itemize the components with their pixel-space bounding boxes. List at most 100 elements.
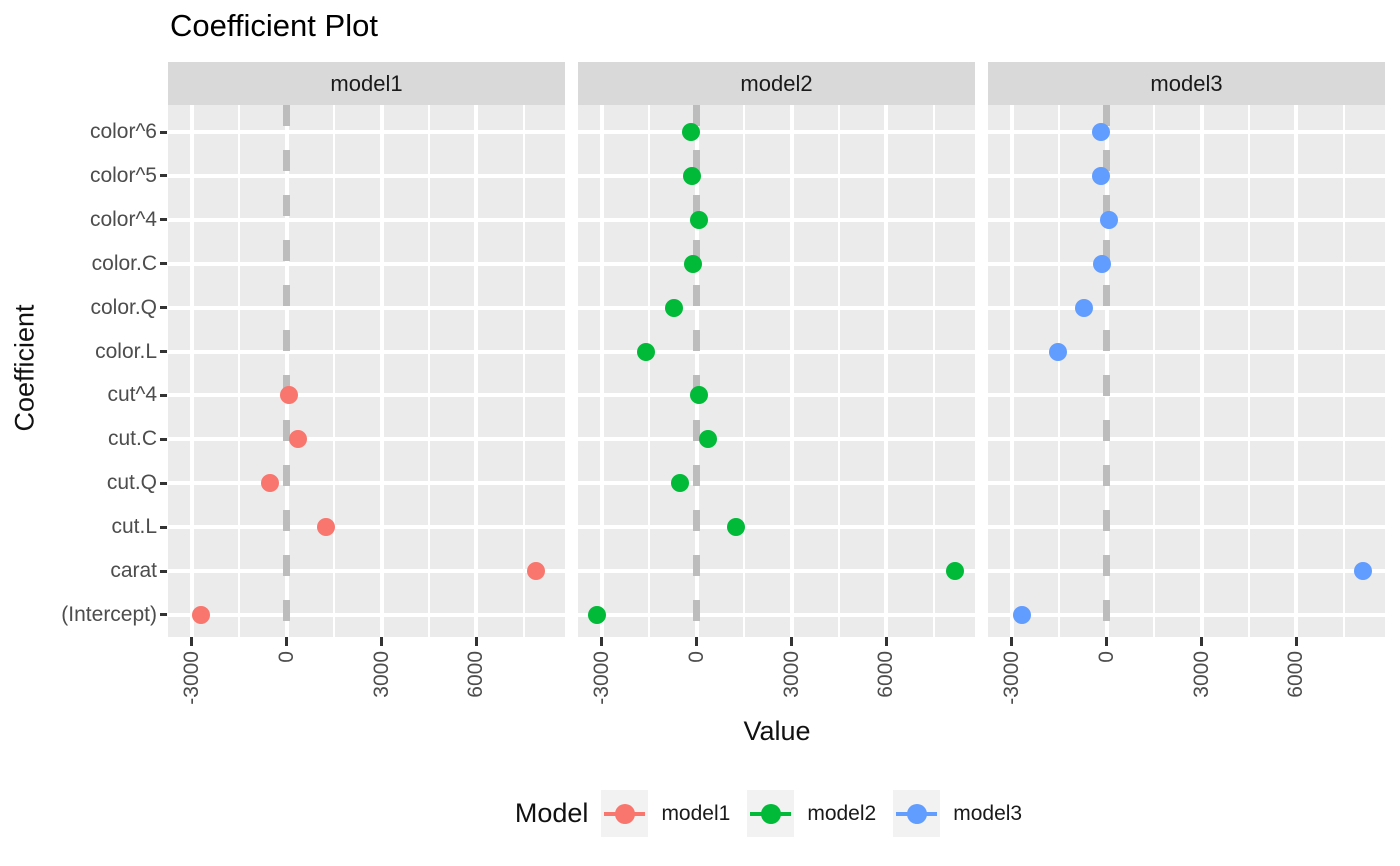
data-point [945,562,964,580]
data-point [192,605,211,624]
x-tick-label: -3000 [179,651,203,705]
gridline-minor-v [427,105,430,637]
legend-key [601,790,649,837]
gridline-major-v [599,105,604,637]
gridline-major-h [168,481,565,486]
legend-point-icon [906,803,927,824]
gridline-major-h [578,437,975,442]
gridline-major-h [168,217,565,222]
x-tick [600,637,604,646]
gridline-major-h [168,569,565,573]
x-tick [380,637,384,646]
zero-reference-line [1103,105,1111,637]
y-tick [160,130,167,134]
y-tick [160,350,167,353]
data-point [1012,605,1031,624]
x-tick-label: -3000 [999,651,1023,705]
x-tick [1200,637,1204,646]
data-point [316,518,335,537]
x-tick [1105,637,1109,646]
x-axis-title: Value [743,716,811,746]
facet-panel [988,105,1385,637]
gridline-major-h [988,437,1385,442]
x-tick [1010,637,1014,646]
gridline-major-h [578,612,975,617]
data-point [698,430,717,449]
gridline-major-h [168,349,565,354]
facet-strip: model2 [578,62,975,105]
gridline-major-h [168,612,565,617]
y-tick-label: cut.C [107,427,157,451]
gridline-minor-v [648,105,651,637]
x-tick [884,637,888,646]
gridline-major-h [168,525,565,530]
x-tick-label: 6000 [1284,651,1308,698]
gridline-major-v [1294,105,1299,637]
gridline-major-h [578,481,975,486]
x-tick-label: 3000 [1189,651,1213,698]
legend-point-icon [760,803,781,824]
x-tick-label: 3000 [779,651,803,698]
x-tick [190,637,194,646]
data-point [1048,342,1067,361]
y-tick-label: color.Q [90,295,157,319]
legend-label: model3 [953,801,1023,825]
gridline-major-v [189,105,194,637]
y-tick-label: cut.L [111,515,157,539]
gridline-major-h [578,261,975,266]
legend-key [747,790,795,837]
x-tick [790,637,794,646]
gridline-major-h [578,305,975,310]
x-tick-label: 0 [684,651,708,663]
y-tick [160,393,167,397]
plot-title: Coefficient Plot [170,8,378,43]
facet-panel [578,105,975,637]
gridline-major-h [578,173,975,178]
gridline-major-h [578,393,975,398]
y-tick-label: color^4 [89,207,157,231]
gridline-major-h [168,437,565,442]
data-point [1092,166,1111,185]
legend-key [893,790,941,837]
gridline-major-h [988,217,1385,222]
gridline-major-h [168,393,565,398]
gridline-major-h [578,217,975,222]
gridline-major-h [168,305,565,310]
gridline-major-h [578,130,975,134]
x-tick-label: 0 [274,651,298,663]
gridline-minor-v [743,105,746,637]
data-point [637,342,655,361]
data-point [726,518,745,537]
y-tick [160,613,167,617]
facet-strip: model1 [168,62,565,105]
data-point [279,386,298,405]
data-point [1091,123,1110,141]
gridline-major-h [988,393,1385,398]
x-tick-label: 6000 [464,651,488,698]
facet-panel [168,105,565,637]
gridline-major-h [988,612,1385,617]
gridline-major-v [789,105,794,637]
gridline-major-h [578,349,975,354]
gridline-major-h [988,305,1385,310]
y-tick-label: color^5 [89,163,157,187]
y-tick [160,174,167,178]
legend-label: model1 [661,801,731,825]
zero-reference-line [693,105,701,637]
gridline-minor-v [932,105,935,637]
zero-reference-line [283,105,291,637]
gridline-major-v [379,105,384,637]
legend: Model model1 model2 model3 [168,790,1386,837]
data-point [670,474,689,493]
y-tick [160,569,167,573]
gridline-major-h [168,130,565,134]
data-point [683,254,702,273]
y-tick [160,306,167,310]
y-axis-title: Coefficient [9,304,40,432]
gridline-major-h [988,569,1385,573]
y-tick [160,481,167,485]
y-tick-label: (Intercept) [61,602,157,626]
gridline-major-v [1009,105,1014,637]
gridline-major-h [988,525,1385,530]
